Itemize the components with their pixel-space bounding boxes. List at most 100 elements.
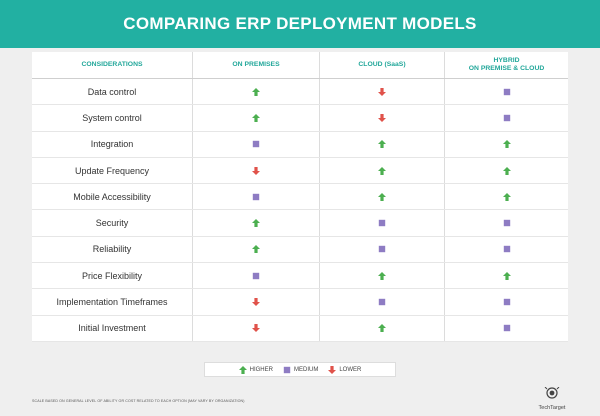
up-arrow-icon [252, 87, 260, 96]
down-arrow-icon [378, 113, 386, 122]
up-arrow-icon [252, 245, 260, 254]
row-label: Integration [32, 131, 193, 157]
rating-cell-hybrid [445, 105, 568, 130]
up-arrow-icon [502, 271, 511, 280]
row-label: Initial Investment [32, 315, 193, 341]
square-icon [503, 298, 511, 306]
rating-cell-cloud [320, 315, 445, 341]
square-icon [378, 298, 386, 306]
up-arrow-icon [378, 192, 386, 201]
rating-cell-cloud [320, 131, 445, 157]
column-header-cloud: CLOUD (SaaS) [320, 52, 445, 78]
up-arrow-icon [502, 192, 511, 201]
column-header-hybrid: HYBRID ON PREMISE & CLOUD [468, 57, 545, 72]
table-row: Implementation Timeframes [32, 289, 568, 316]
square-icon [503, 245, 511, 253]
row-label: System control [32, 105, 193, 131]
rating-cell-cloud [320, 289, 445, 315]
rating-cell-cloud [320, 263, 445, 289]
row-label: Reliability [32, 236, 193, 263]
rating-cell-on-premises [193, 289, 320, 315]
page-title: COMPARING ERP DEPLOYMENT MODELS [123, 14, 477, 33]
rating-cell-cloud [320, 210, 445, 236]
rating-cell-on-premises [193, 210, 320, 236]
legend-label-lower: LOWER [339, 366, 362, 373]
table-row: Data control [32, 79, 568, 106]
legend-item-lower: LOWER [328, 365, 362, 374]
rating-cell-on-premises [193, 131, 320, 157]
square-icon [252, 272, 260, 280]
rating-cell-hybrid [445, 79, 568, 104]
down-arrow-icon [378, 87, 386, 96]
square-icon [503, 88, 511, 96]
rating-cell-cloud [320, 157, 445, 184]
rating-cell-on-premises [193, 236, 320, 263]
legend: HIGHER MEDIUM LOWER [204, 362, 396, 377]
table-row: Security [32, 210, 568, 237]
up-arrow-icon [252, 219, 260, 228]
title-banner: COMPARING ERP DEPLOYMENT MODELS [0, 0, 600, 48]
row-label: Mobile Accessibility [32, 184, 193, 210]
square-icon [503, 324, 511, 332]
rating-cell-hybrid [445, 289, 568, 314]
rating-cell-on-premises [193, 184, 320, 210]
rating-cell-on-premises [193, 315, 320, 341]
rating-cell-on-premises [193, 157, 320, 184]
comparison-table: CONSIDERATIONS ON PREMISES CLOUD (SaaS) … [32, 52, 568, 342]
eye-logo-icon [544, 386, 560, 404]
legend-label-higher: HIGHER [249, 366, 273, 373]
table-row: Integration [32, 131, 568, 158]
rating-cell-cloud [320, 105, 445, 131]
up-arrow-icon [378, 140, 386, 149]
rating-cell-on-premises [193, 105, 320, 131]
square-icon [503, 114, 511, 122]
square-icon [503, 219, 511, 227]
rating-cell-hybrid [445, 263, 568, 288]
table-row: Mobile Accessibility [32, 184, 568, 211]
footnote: SCALE BASED ON GENERAL LEVEL OF ABILITY … [32, 399, 245, 403]
rating-cell-cloud [320, 184, 445, 210]
row-label: Implementation Timeframes [32, 289, 193, 315]
up-arrow-icon [378, 324, 386, 333]
table-row: Price Flexibility [32, 263, 568, 290]
square-icon [252, 140, 260, 148]
rating-cell-hybrid [445, 210, 568, 235]
techtarget-logo: TechTarget [532, 386, 572, 412]
up-arrow-icon [502, 166, 511, 175]
square-icon [378, 245, 386, 253]
table-row: System control [32, 105, 568, 132]
up-arrow-icon [502, 140, 511, 149]
rating-cell-on-premises [193, 79, 320, 105]
rating-cell-hybrid [445, 237, 568, 262]
legend-item-medium: MEDIUM [283, 366, 318, 374]
up-arrow-icon [238, 365, 247, 374]
rating-cell-hybrid [445, 184, 568, 209]
table-row: Update Frequency [32, 157, 568, 185]
table-header-row: CONSIDERATIONS ON PREMISES CLOUD (SaaS) … [32, 52, 568, 79]
legend-label-medium: MEDIUM [293, 366, 319, 373]
row-label: Price Flexibility [32, 263, 193, 289]
rating-cell-on-premises [193, 263, 320, 289]
down-arrow-icon [252, 166, 260, 175]
rating-cell-hybrid [445, 316, 568, 341]
down-arrow-icon [252, 298, 260, 307]
square-icon [378, 219, 386, 227]
table-row: Reliability [32, 236, 568, 264]
column-header-on-premises: ON PREMISES [193, 52, 320, 78]
up-arrow-icon [378, 166, 386, 175]
down-arrow-icon [328, 365, 337, 374]
rating-cell-cloud [320, 236, 445, 263]
rating-cell-hybrid [445, 158, 568, 183]
row-label: Security [32, 210, 193, 236]
down-arrow-icon [252, 324, 260, 333]
up-arrow-icon [252, 113, 260, 122]
square-icon [283, 366, 291, 374]
column-header-considerations: CONSIDERATIONS [32, 52, 193, 78]
brand-name: TechTarget [538, 405, 566, 411]
rating-cell-cloud [320, 79, 445, 105]
square-icon [252, 193, 260, 201]
up-arrow-icon [378, 271, 386, 280]
row-label: Update Frequency [32, 157, 193, 184]
legend-item-higher: HIGHER [238, 365, 273, 374]
row-label: Data control [32, 79, 193, 105]
